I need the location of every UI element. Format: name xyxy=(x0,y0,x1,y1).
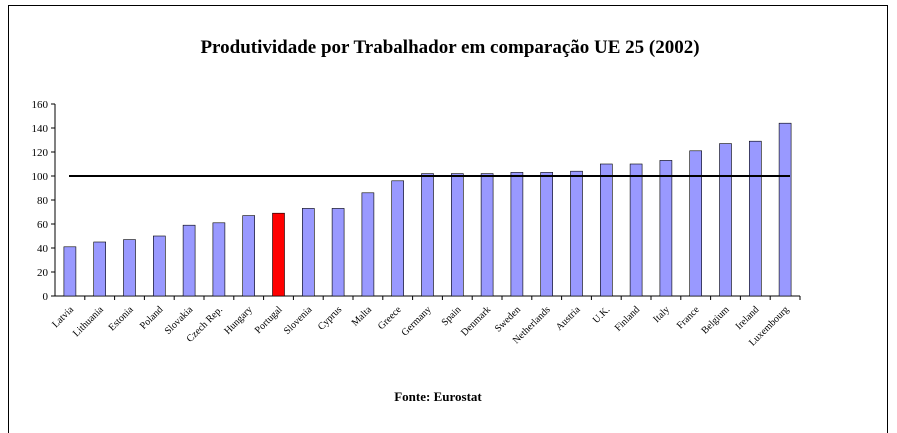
chart-title: Produtividade por Trabalhador em compara… xyxy=(200,37,699,58)
y-tick-label: 20 xyxy=(37,267,49,279)
x-tick-label: Portugal xyxy=(253,304,285,336)
x-tick-label: Greece xyxy=(376,304,404,332)
bar xyxy=(391,180,405,297)
frame xyxy=(8,5,888,433)
x-tick-label: Belgium xyxy=(699,304,731,336)
bar xyxy=(212,222,226,297)
x-tick-label: Ireland xyxy=(734,304,762,332)
bar xyxy=(748,140,762,297)
bar xyxy=(659,160,673,297)
bar xyxy=(480,173,494,297)
y-tick-label: 80 xyxy=(37,195,49,207)
bar xyxy=(570,170,583,297)
footer: Fonte: Eurostat xyxy=(394,389,482,404)
x-tick-label: Hungary xyxy=(222,304,255,337)
x-tick-label: Spain xyxy=(440,304,464,328)
bar xyxy=(421,173,434,297)
x-tick-label: Germany xyxy=(400,304,434,338)
y-tick-label: 160 xyxy=(32,99,49,111)
y-tick-label: 60 xyxy=(37,219,49,231)
bar xyxy=(93,241,106,297)
bar xyxy=(63,246,77,297)
x-tick-label: Italy xyxy=(651,304,672,325)
x-tick-label: France xyxy=(675,304,702,331)
x-tick-label: Austria xyxy=(554,304,583,333)
y-tick-label: 100 xyxy=(32,171,49,183)
bar xyxy=(331,208,345,297)
x-tick-label: Denmark xyxy=(459,304,493,338)
y-tick-label: 120 xyxy=(32,147,49,159)
bar xyxy=(719,143,732,297)
bar xyxy=(301,208,315,297)
y-tick-label: 40 xyxy=(37,243,49,255)
x-tick-label: Lithuania xyxy=(71,304,106,339)
x-tick-label: Slovenia xyxy=(282,304,315,337)
bar xyxy=(510,172,524,297)
bar xyxy=(450,173,464,297)
bar xyxy=(153,235,166,297)
bar xyxy=(689,150,703,297)
x-tick-label: U.K. xyxy=(591,304,613,326)
x-tick-label: Finland xyxy=(613,304,642,333)
x-tick-label: Malta xyxy=(350,304,375,329)
x-tick-label: Latvia xyxy=(50,304,76,330)
x-tick-label: Poland xyxy=(138,304,165,331)
x-tick-label: Estonia xyxy=(107,304,136,333)
bar xyxy=(272,212,285,297)
bar xyxy=(182,224,196,297)
bar xyxy=(629,163,643,297)
y-tick-label: 140 xyxy=(32,123,49,135)
bar xyxy=(778,122,792,297)
bar xyxy=(361,192,375,297)
y-tick-label: 0 xyxy=(43,291,49,303)
bar xyxy=(599,163,613,297)
x-tick-label: Cyprus xyxy=(316,304,344,332)
bar xyxy=(242,215,255,297)
bar xyxy=(123,239,136,297)
bar xyxy=(540,172,554,297)
